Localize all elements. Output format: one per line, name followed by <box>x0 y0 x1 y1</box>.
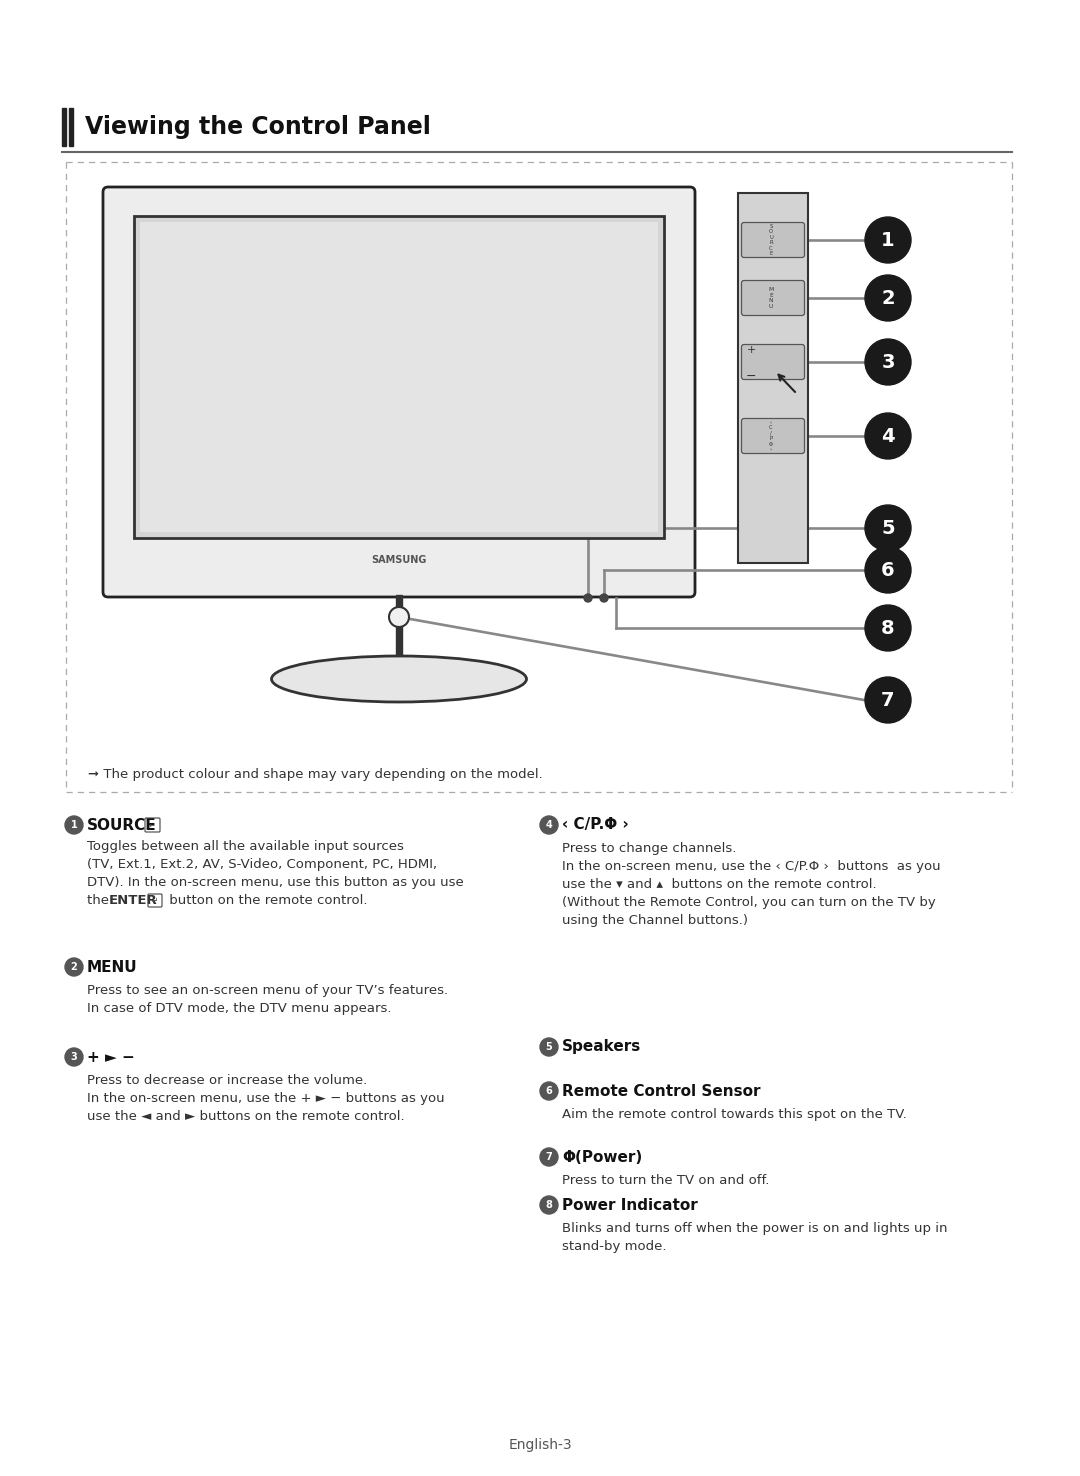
Text: 2: 2 <box>881 288 895 307</box>
Circle shape <box>865 413 912 459</box>
Text: Press to see an on-screen menu of your TV’s features.: Press to see an on-screen menu of your T… <box>87 984 448 996</box>
Text: 1: 1 <box>881 230 895 249</box>
Text: ‹ C/P.Φ ›: ‹ C/P.Φ › <box>562 818 629 832</box>
FancyBboxPatch shape <box>742 280 805 316</box>
Text: 4: 4 <box>881 427 895 446</box>
Text: ↵: ↵ <box>149 821 156 830</box>
Circle shape <box>389 607 409 627</box>
Text: Viewing the Control Panel: Viewing the Control Panel <box>85 115 431 139</box>
Text: Press to decrease or increase the volume.: Press to decrease or increase the volume… <box>87 1075 367 1086</box>
Circle shape <box>65 816 83 834</box>
Text: 8: 8 <box>881 618 895 638</box>
Text: In case of DTV mode, the DTV menu appears.: In case of DTV mode, the DTV menu appear… <box>87 1002 391 1015</box>
Text: MENU: MENU <box>87 959 137 974</box>
Circle shape <box>865 217 912 263</box>
Text: S
O
U
R
C
E: S O U R C E <box>769 224 773 255</box>
Text: 1: 1 <box>70 821 78 830</box>
Text: 2: 2 <box>70 962 78 973</box>
Bar <box>396 595 402 655</box>
Text: −: − <box>746 369 756 382</box>
Bar <box>134 215 664 537</box>
Text: ENTER: ENTER <box>109 894 158 906</box>
Circle shape <box>600 593 608 602</box>
Circle shape <box>65 958 83 976</box>
Text: use the ◄ and ► buttons on the remote control.: use the ◄ and ► buttons on the remote co… <box>87 1110 405 1123</box>
Text: 7: 7 <box>545 1151 552 1162</box>
Text: Press to turn the TV on and off.: Press to turn the TV on and off. <box>562 1173 769 1187</box>
Circle shape <box>540 1038 558 1055</box>
Text: In the on-screen menu, use the ‹ C/P.Φ ›  buttons  as you: In the on-screen menu, use the ‹ C/P.Φ ›… <box>562 861 941 872</box>
Circle shape <box>540 1196 558 1213</box>
FancyBboxPatch shape <box>742 344 805 379</box>
Text: DTV). In the on-screen menu, use this button as you use: DTV). In the on-screen menu, use this bu… <box>87 875 463 889</box>
Circle shape <box>584 593 592 602</box>
Text: Press to change channels.: Press to change channels. <box>562 841 737 855</box>
Bar <box>738 193 808 562</box>
Text: 6: 6 <box>545 1086 552 1097</box>
Ellipse shape <box>271 655 527 703</box>
Text: 3: 3 <box>881 353 894 372</box>
Text: +: + <box>746 345 756 356</box>
Text: using the Channel buttons.): using the Channel buttons.) <box>562 914 748 927</box>
Text: Power Indicator: Power Indicator <box>562 1197 698 1212</box>
Text: 7: 7 <box>881 691 894 710</box>
FancyBboxPatch shape <box>742 419 805 453</box>
Text: M
E
N
U: M E N U <box>769 288 773 308</box>
Text: button on the remote control.: button on the remote control. <box>165 894 367 906</box>
Text: Blinks and turns off when the power is on and lights up in: Blinks and turns off when the power is o… <box>562 1222 947 1235</box>
Circle shape <box>865 605 912 651</box>
Text: 5: 5 <box>881 518 895 537</box>
Text: Toggles between all the available input sources: Toggles between all the available input … <box>87 840 404 853</box>
Text: 5: 5 <box>545 1042 552 1052</box>
Circle shape <box>865 677 912 723</box>
Bar <box>140 221 658 531</box>
Circle shape <box>540 816 558 834</box>
Text: 4: 4 <box>545 821 552 830</box>
Circle shape <box>65 1048 83 1066</box>
Circle shape <box>865 505 912 551</box>
Circle shape <box>865 339 912 385</box>
Text: Speakers: Speakers <box>562 1039 642 1054</box>
Text: (Without the Remote Control, you can turn on the TV by: (Without the Remote Control, you can tur… <box>562 896 935 909</box>
Circle shape <box>540 1148 558 1166</box>
Text: stand-by mode.: stand-by mode. <box>562 1240 666 1253</box>
Text: + ► −: + ► − <box>87 1049 135 1064</box>
Bar <box>69 108 73 146</box>
Text: ➞ The product colour and shape may vary depending on the model.: ➞ The product colour and shape may vary … <box>87 768 543 781</box>
Text: Remote Control Sensor: Remote Control Sensor <box>562 1083 760 1098</box>
Circle shape <box>540 1082 558 1100</box>
Bar <box>62 108 66 146</box>
Text: use the ▾ and ▴  buttons on the remote control.: use the ▾ and ▴ buttons on the remote co… <box>562 878 877 892</box>
Text: SOURCE: SOURCE <box>87 818 157 832</box>
Text: 8: 8 <box>545 1200 553 1210</box>
Text: (TV, Ext.1, Ext.2, AV, S-Video, Component, PC, HDMI,: (TV, Ext.1, Ext.2, AV, S-Video, Componen… <box>87 858 437 871</box>
FancyBboxPatch shape <box>742 223 805 257</box>
Text: SAMSUNG: SAMSUNG <box>372 555 427 565</box>
Text: ↵: ↵ <box>152 896 158 905</box>
Text: Φ(Power): Φ(Power) <box>562 1150 643 1165</box>
Circle shape <box>865 548 912 593</box>
Text: English-3: English-3 <box>509 1438 571 1452</box>
Text: 3: 3 <box>70 1052 78 1063</box>
FancyBboxPatch shape <box>103 187 696 596</box>
Text: the: the <box>87 894 113 906</box>
Text: Aim the remote control towards this spot on the TV.: Aim the remote control towards this spot… <box>562 1108 907 1120</box>
Text: 6: 6 <box>881 561 895 580</box>
Text: ‹
C
/
P
Φ
›: ‹ C / P Φ › <box>769 421 773 452</box>
Circle shape <box>865 275 912 320</box>
Text: In the on-screen menu, use the + ► − buttons as you: In the on-screen menu, use the + ► − but… <box>87 1092 445 1106</box>
